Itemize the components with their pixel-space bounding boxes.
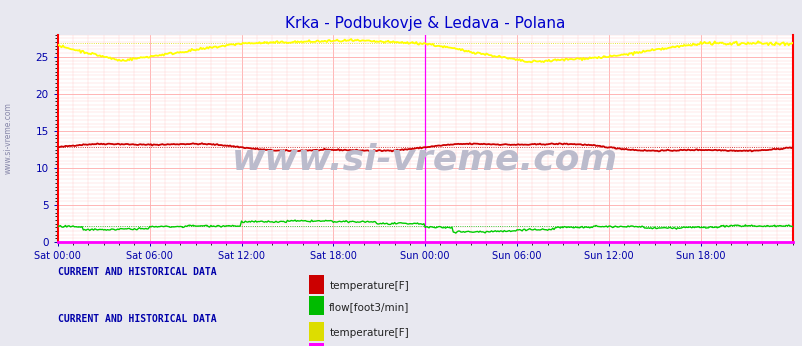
Text: temperature[F]: temperature[F]	[329, 281, 408, 291]
Text: CURRENT AND HISTORICAL DATA: CURRENT AND HISTORICAL DATA	[58, 315, 217, 325]
Text: flow[foot3/min]: flow[foot3/min]	[329, 302, 409, 312]
Text: www.si-vreme.com: www.si-vreme.com	[232, 142, 618, 176]
Text: www.si-vreme.com: www.si-vreme.com	[3, 102, 13, 174]
Text: temperature[F]: temperature[F]	[329, 328, 408, 338]
Title: Krka - Podbukovje & Ledava - Polana: Krka - Podbukovje & Ledava - Polana	[285, 16, 565, 31]
Text: CURRENT AND HISTORICAL DATA: CURRENT AND HISTORICAL DATA	[58, 267, 217, 277]
